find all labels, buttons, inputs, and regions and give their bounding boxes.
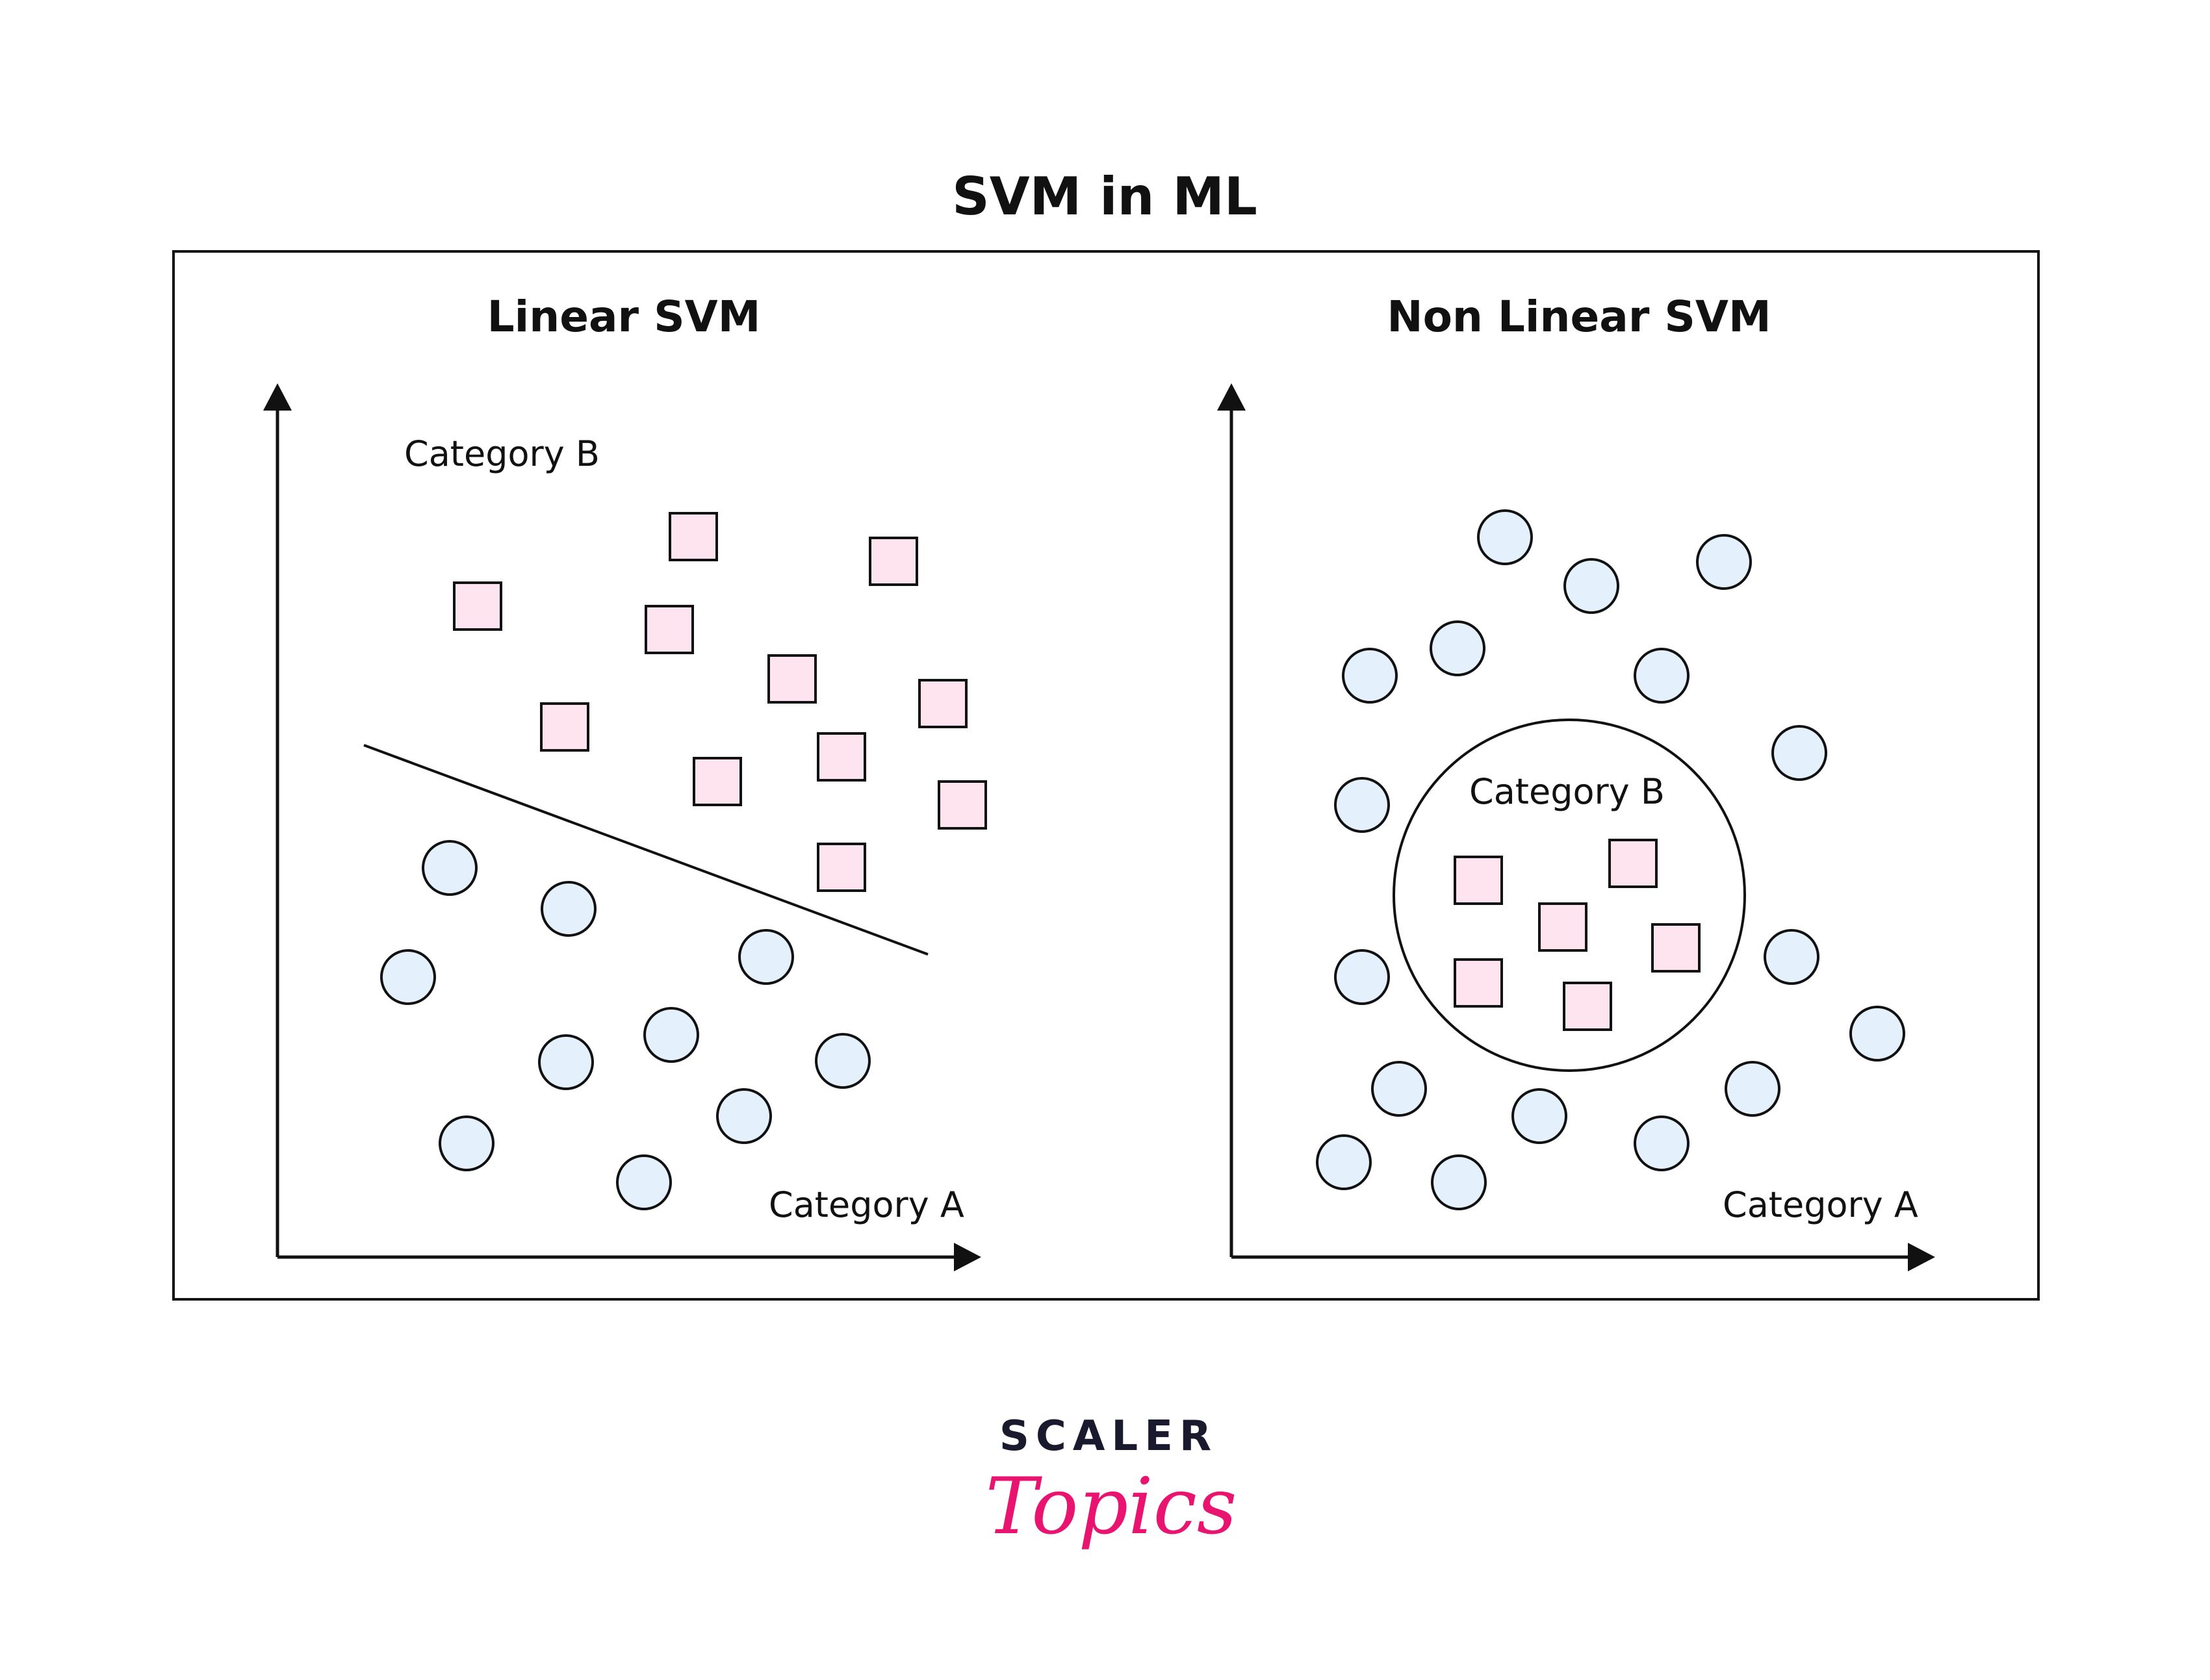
category-a-circle <box>1634 1115 1690 1171</box>
category-b-square <box>1651 923 1701 973</box>
category-b-square <box>1563 982 1612 1031</box>
nonlinear-decision-boundary <box>1393 719 1746 1072</box>
category-a-circle <box>541 881 597 937</box>
category-a-circle <box>538 1034 594 1090</box>
category-a-circle <box>1477 509 1533 565</box>
category-a-circle <box>1634 648 1690 704</box>
category-a-circle <box>1771 725 1827 781</box>
category-a-circle <box>439 1115 495 1171</box>
category-a-circle <box>422 840 478 896</box>
nonlinear-category-a-points <box>1316 509 1905 1210</box>
nonlinear-category-b-label: Category B <box>1469 771 1665 812</box>
category-b-square <box>1608 839 1658 888</box>
category-b-square <box>869 537 918 586</box>
category-a-circle <box>1431 1154 1487 1210</box>
category-a-circle <box>1696 534 1752 590</box>
category-b-square <box>1454 856 1503 905</box>
linear-category-b-label: Category B <box>404 433 600 474</box>
category-a-circle <box>380 949 436 1005</box>
category-a-circle <box>1342 648 1398 704</box>
scaler-topics-logo: SCALER Topics <box>986 1412 1237 1552</box>
nonlinear-category-b-points <box>1454 839 1701 1031</box>
category-a-circle <box>1849 1006 1905 1062</box>
category-b-square <box>645 605 694 654</box>
nonlinear-category-a-label: Category A <box>1723 1184 1918 1225</box>
category-b-square <box>693 757 742 806</box>
nonlinear-y-axis-arrowhead <box>1217 383 1246 411</box>
category-b-square <box>767 654 817 704</box>
category-b-square <box>540 702 589 752</box>
category-a-circle <box>738 929 794 985</box>
category-a-circle <box>1764 929 1819 985</box>
linear-category-a-points <box>380 840 871 1210</box>
category-b-square <box>938 780 987 830</box>
linear-panel-title: Linear SVM <box>487 292 761 342</box>
category-b-square <box>1538 902 1587 952</box>
linear-x-axis-arrowhead <box>954 1243 981 1271</box>
category-b-square <box>817 732 866 782</box>
category-b-square <box>1454 958 1503 1008</box>
category-b-square <box>453 581 502 631</box>
linear-svm-panel: Linear SVM Category B Category A <box>263 292 987 1271</box>
linear-y-axis-arrowhead <box>263 383 292 411</box>
category-b-square <box>817 843 866 892</box>
diagram-frame <box>172 250 2040 1301</box>
category-a-circle <box>616 1154 672 1210</box>
nonlinear-panel-title: Non Linear SVM <box>1387 292 1771 342</box>
linear-decision-boundary <box>363 744 929 956</box>
logo-topics-text: Topics <box>986 1462 1237 1552</box>
nonlinear-x-axis-arrowhead <box>1908 1243 1935 1271</box>
logo-scaler-text: SCALER <box>999 1412 1218 1460</box>
linear-category-b-points <box>453 512 987 892</box>
category-b-square <box>669 512 718 561</box>
category-a-circle <box>1725 1061 1780 1117</box>
category-b-square <box>918 679 968 728</box>
page-title: SVM in ML <box>952 166 1257 227</box>
category-a-circle <box>1316 1134 1372 1190</box>
category-a-circle <box>1511 1088 1567 1144</box>
nonlinear-svm-panel: Non Linear SVM Category B Category A <box>1217 292 1935 1271</box>
category-a-circle <box>815 1033 871 1089</box>
category-a-circle <box>716 1088 772 1144</box>
category-a-circle <box>643 1007 699 1063</box>
category-a-circle <box>1563 558 1619 614</box>
linear-category-a-label: Category A <box>769 1184 964 1225</box>
category-a-circle <box>1334 949 1390 1005</box>
category-a-circle <box>1371 1061 1427 1117</box>
category-a-circle <box>1334 777 1390 833</box>
category-a-circle <box>1430 620 1485 676</box>
